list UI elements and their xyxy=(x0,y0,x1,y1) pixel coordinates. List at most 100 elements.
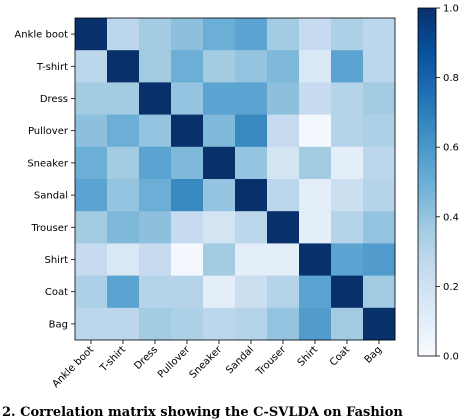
heatmap-cell xyxy=(171,211,204,244)
heatmap-cell xyxy=(107,307,140,341)
heatmap-cell xyxy=(331,114,364,148)
heatmap-cell xyxy=(107,18,140,51)
heatmap-cell xyxy=(75,211,108,244)
heatmap-cell xyxy=(299,114,332,148)
heatmap-cell xyxy=(139,179,172,212)
heatmap-cell xyxy=(331,243,364,276)
heatmap-cell xyxy=(363,82,396,115)
heatmap-cell xyxy=(75,82,108,115)
x-tick-label: Sandal xyxy=(224,344,256,376)
y-tick-label: Shirt xyxy=(45,255,69,266)
colorbar-tick-label: 0.8 xyxy=(443,73,459,84)
heatmap-cell xyxy=(203,146,236,180)
heatmap-cell xyxy=(363,307,396,341)
heatmap-cell xyxy=(75,307,108,341)
heatmap-cell xyxy=(171,82,204,115)
x-tick-label: Trouser xyxy=(254,344,289,379)
x-tick-label: Dress xyxy=(132,344,160,372)
colorbar-tick-label: 0.6 xyxy=(443,143,459,154)
heatmap-cell xyxy=(267,179,300,212)
x-tick-label: Coat xyxy=(328,344,352,368)
heatmap-cell xyxy=(267,146,300,180)
heatmap-cell xyxy=(171,18,204,51)
y-tick-label: Dress xyxy=(40,94,68,105)
heatmap-cell xyxy=(299,179,332,212)
x-tick-label: Ankle boot xyxy=(50,344,96,390)
heatmap-cell xyxy=(363,211,396,244)
heatmap-cell xyxy=(363,243,396,276)
heatmap-cell xyxy=(203,243,236,276)
heatmap-cell xyxy=(75,114,108,148)
heatmap-cell xyxy=(235,179,268,212)
heatmap-cell xyxy=(235,146,268,180)
heatmap-cell xyxy=(299,243,332,276)
heatmap-cell xyxy=(363,50,396,83)
heatmap-cell xyxy=(299,18,332,51)
figure-caption: 2. Correlation matrix showing the C-SVLD… xyxy=(2,405,403,420)
heatmap-cell xyxy=(171,275,204,309)
heatmap-cell xyxy=(203,307,236,341)
heatmap-cell xyxy=(299,50,332,83)
heatmap-cell xyxy=(363,114,396,148)
y-tick-label: Sneaker xyxy=(27,158,69,169)
heatmap-cell xyxy=(171,307,204,341)
heatmap-cell xyxy=(363,18,396,51)
heatmap-cell xyxy=(203,275,236,309)
heatmap-cell xyxy=(107,82,140,115)
heatmap-cell xyxy=(235,82,268,115)
heatmap-cell xyxy=(139,18,172,51)
heatmap-cell xyxy=(139,82,172,115)
heatmap-cell xyxy=(331,179,364,212)
heatmap-cell xyxy=(299,307,332,341)
heatmap-cell xyxy=(235,18,268,51)
heatmap-cell xyxy=(171,179,204,212)
heatmap-cell xyxy=(107,114,140,148)
heatmap-cell xyxy=(363,179,396,212)
heatmap-cell xyxy=(267,82,300,115)
y-tick-label: Sandal xyxy=(34,191,68,202)
heatmap-cell xyxy=(299,146,332,180)
colorbar-tick-label: 0.0 xyxy=(443,352,459,363)
heatmap-cell xyxy=(331,211,364,244)
heatmap-cell xyxy=(139,275,172,309)
heatmap-cell xyxy=(331,82,364,115)
plot-frame xyxy=(74,17,396,341)
heatmap-cell xyxy=(139,50,172,83)
heatmap-cell xyxy=(203,82,236,115)
heatmap-cell xyxy=(331,275,364,309)
heatmap-cell xyxy=(331,307,364,341)
x-tick-label: Bag xyxy=(363,344,384,365)
heatmap-cell xyxy=(203,114,236,148)
y-tick-label: Pullover xyxy=(28,126,69,137)
heatmap-cell xyxy=(75,275,108,309)
y-tick-label: Ankle boot xyxy=(14,30,68,41)
heatmap-cell xyxy=(235,243,268,276)
heatmap-cell xyxy=(267,114,300,148)
heatmap-cell xyxy=(267,307,300,341)
heatmap-cell xyxy=(139,243,172,276)
colorbar-tick-label: 0.2 xyxy=(443,282,459,293)
x-tick-label: T-shirt xyxy=(98,344,129,375)
heatmap-cell xyxy=(139,114,172,148)
heatmap-cell xyxy=(235,114,268,148)
heatmap-cell xyxy=(139,146,172,180)
heatmap-cell xyxy=(171,50,204,83)
x-tick-label: Sneaker xyxy=(188,344,225,381)
colorbar-tick-label: 1.0 xyxy=(443,4,459,15)
heatmap-cell xyxy=(267,275,300,309)
heatmap-cell xyxy=(107,211,140,244)
y-axis-ticks: Ankle boot T-shirt Dress Pullover Sneaker San… xyxy=(14,30,75,330)
heatmap-cell xyxy=(235,275,268,309)
heatmap-cell xyxy=(171,243,204,276)
heatmap-cell xyxy=(171,146,204,180)
y-tick-label: Trouser xyxy=(31,223,69,234)
heatmap-cell xyxy=(107,179,140,212)
heatmap-cell xyxy=(363,146,396,180)
heatmap-cell xyxy=(331,18,364,51)
heatmap-cell xyxy=(107,146,140,180)
heatmap-cell xyxy=(299,82,332,115)
heatmap-cell xyxy=(299,275,332,309)
heatmap-cell xyxy=(235,50,268,83)
heatmap-cell xyxy=(299,211,332,244)
heatmap-cell xyxy=(331,50,364,83)
